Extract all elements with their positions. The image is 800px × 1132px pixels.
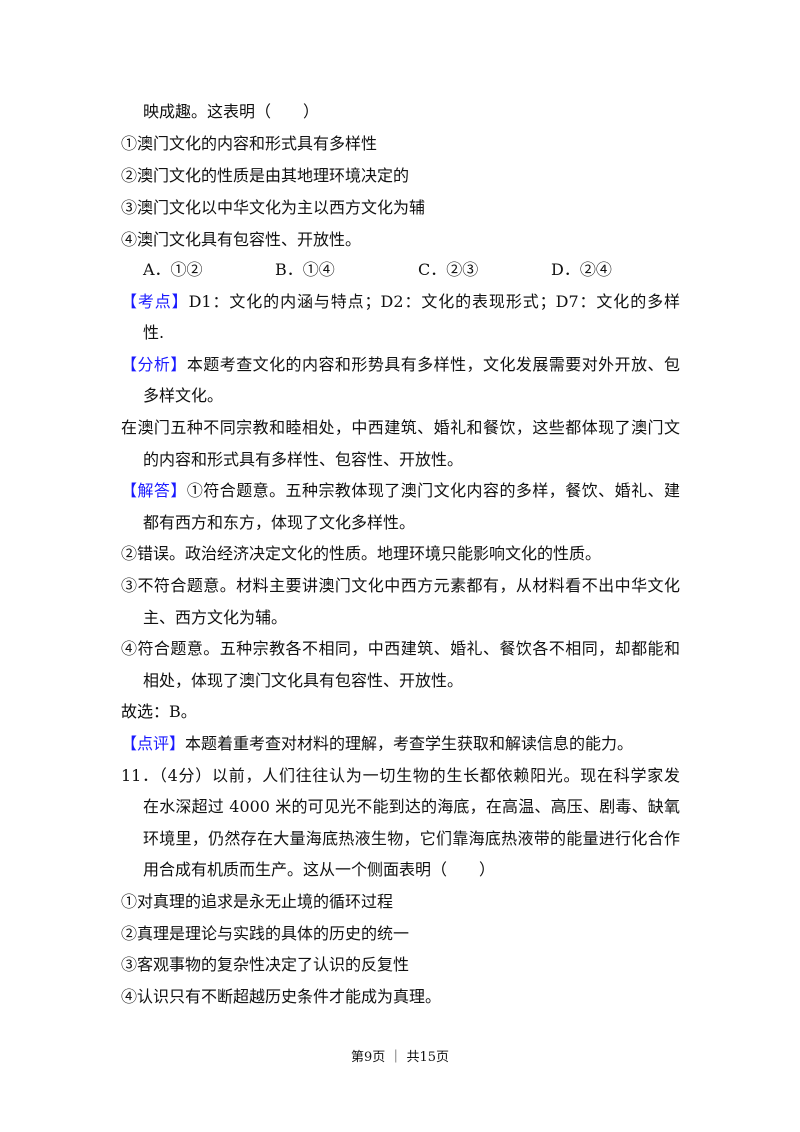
- statement-1: ①澳门文化的内容和形式具有多样性: [121, 134, 378, 153]
- section-label: 【解答】: [121, 481, 187, 500]
- paragraph-line: 用合成有机质而生产。这从一个侧面表明（ ）: [143, 858, 680, 882]
- paragraph-line: 在水深超过 4000 米的可见光不能到达的海底，在高温、高压、剧毒、缺氧的: [143, 795, 680, 819]
- answer-options: A．①② B．①④ C．②③ D．②④: [143, 258, 683, 282]
- option-d: D．②④: [551, 260, 612, 279]
- paragraph-line: 【分析】本题考查文化的内容和形势具有多样性，文化发展需要对外开放、包容: [121, 353, 680, 377]
- line-text: ④符合题意。五种宗教各不相同，中西建筑、婚礼、餐饮各不相同，却都能和睦: [121, 639, 680, 658]
- line-text: 多样文化。: [143, 386, 224, 405]
- statement-4: ④澳门文化具有包容性、开放性。: [121, 230, 362, 249]
- line-text: 都有西方和东方，体现了文化多样性。: [143, 513, 416, 532]
- line-text: ③客观事物的复杂性决定了认识的反复性: [121, 955, 410, 974]
- statement-3: ③澳门文化以中华文化为主以西方文化为辅: [121, 198, 426, 217]
- paragraph-line: 的内容和形式具有多样性、包容性、开放性。: [143, 448, 680, 472]
- paragraph-line: 【解答】①符合题意。五种宗教体现了澳门文化内容的多样，餐饮、婚礼、建筑: [121, 479, 680, 503]
- paragraph-line: 性.: [143, 321, 680, 345]
- paragraph-line: ③不符合题意。材料主要讲澳门文化中西方元素都有，从材料看不出中华文化为: [121, 574, 680, 598]
- paragraph-line: 【考点】D1：文化的内涵与特点；D2：文化的表现形式；D7：文化的多样: [121, 290, 680, 314]
- option-a: A．①②: [143, 260, 203, 279]
- line-text: 相处，体现了澳门文化具有包容性、开放性。: [143, 671, 464, 690]
- option-b: B．①④: [275, 260, 335, 279]
- line-text: 主、西方文化为辅。: [143, 608, 288, 627]
- line-text: 本题着重考查对材料的理解，考查学生获取和解读信息的能力。: [185, 734, 634, 753]
- paragraph-line: ④符合题意。五种宗教各不相同，中西建筑、婚礼、餐饮各不相同，却都能和睦: [121, 637, 680, 661]
- paragraph-line: 11．（4分）以前，人们往往认为一切生物的生长都依赖阳光。现在科学家发现，: [121, 764, 680, 788]
- option-c: C．②③: [418, 260, 479, 279]
- section-label: 【分析】: [121, 355, 187, 374]
- line-text: ①符合题意。五种宗教体现了澳门文化内容的多样，餐饮、婚礼、建筑: [186, 481, 680, 500]
- line-text: 在水深超过 4000 米的可见光不能到达的海底，在高温、高压、剧毒、缺氧的: [143, 797, 680, 816]
- paragraph-line: ④认识只有不断超越历史条件才能成为真理。: [121, 985, 680, 1009]
- line-text: 的内容和形式具有多样性、包容性、开放性。: [143, 450, 464, 469]
- paragraph-line: ①对真理的追求是永无止境的循环过程: [121, 890, 680, 914]
- paragraph-line: 环境里，仍然存在大量海底热液生物，它们靠海底热液带的能量进行化合作: [143, 827, 680, 851]
- paragraph-line: ②错误。政治经济决定文化的性质。地理环境只能影响文化的性质。: [121, 542, 680, 566]
- paragraph-line: 主、西方文化为辅。: [143, 606, 680, 630]
- line-text: 在澳门五种不同宗教和睦相处，中西建筑、婚礼和餐饮，这些都体现了澳门文化: [121, 418, 680, 437]
- question-carryover: 映成趣。这表明（ ）: [143, 102, 320, 121]
- line-text: 11．（4分）以前，人们往往认为一切生物的生长都依赖阳光。现在科学家发现，: [121, 766, 680, 785]
- line-text: ②真理是理论与实践的具体的历史的统一: [121, 924, 410, 943]
- page-footer: 第9页 ｜ 共15页: [350, 1050, 450, 1065]
- paragraph-line: 故选：B。: [121, 700, 680, 724]
- paragraph-line: 都有西方和东方，体现了文化多样性。: [143, 511, 680, 535]
- paragraph-line: 【点评】本题着重考查对材料的理解，考查学生获取和解读信息的能力。: [121, 732, 680, 756]
- line-text: ①对真理的追求是永无止境的循环过程: [121, 892, 394, 911]
- paragraph-line: 相处，体现了澳门文化具有包容性、开放性。: [143, 669, 680, 693]
- line-text: ②错误。政治经济决定文化的性质。地理环境只能影响文化的性质。: [121, 544, 602, 563]
- line-text: 故选：B。: [121, 702, 197, 721]
- line-text: D1：文化的内涵与特点；D2：文化的表现形式；D7：文化的多样: [188, 292, 680, 311]
- section-label: 【点评】: [121, 734, 186, 753]
- paragraph-line: ②真理是理论与实践的具体的历史的统一: [121, 922, 680, 946]
- section-label: 【考点】: [121, 292, 189, 311]
- paragraph-line: 在澳门五种不同宗教和睦相处，中西建筑、婚礼和餐饮，这些都体现了澳门文化: [121, 416, 680, 440]
- line-text: 用合成有机质而生产。这从一个侧面表明（ ）: [143, 860, 496, 879]
- line-text: 本题考查文化的内容和形势具有多样性，文化发展需要对外开放、包容: [186, 355, 680, 374]
- paragraph-line: 多样文化。: [143, 384, 680, 408]
- line-text: ④认识只有不断超越历史条件才能成为真理。: [121, 987, 442, 1006]
- line-text: 环境里，仍然存在大量海底热液生物，它们靠海底热液带的能量进行化合作: [143, 829, 680, 848]
- line-text: ③不符合题意。材料主要讲澳门文化中西方元素都有，从材料看不出中华文化为: [121, 576, 680, 595]
- line-text: 性.: [143, 323, 165, 342]
- statement-2: ②澳门文化的性质是由其地理环境决定的: [121, 166, 410, 185]
- paragraph-line: ③客观事物的复杂性决定了认识的反复性: [121, 953, 680, 977]
